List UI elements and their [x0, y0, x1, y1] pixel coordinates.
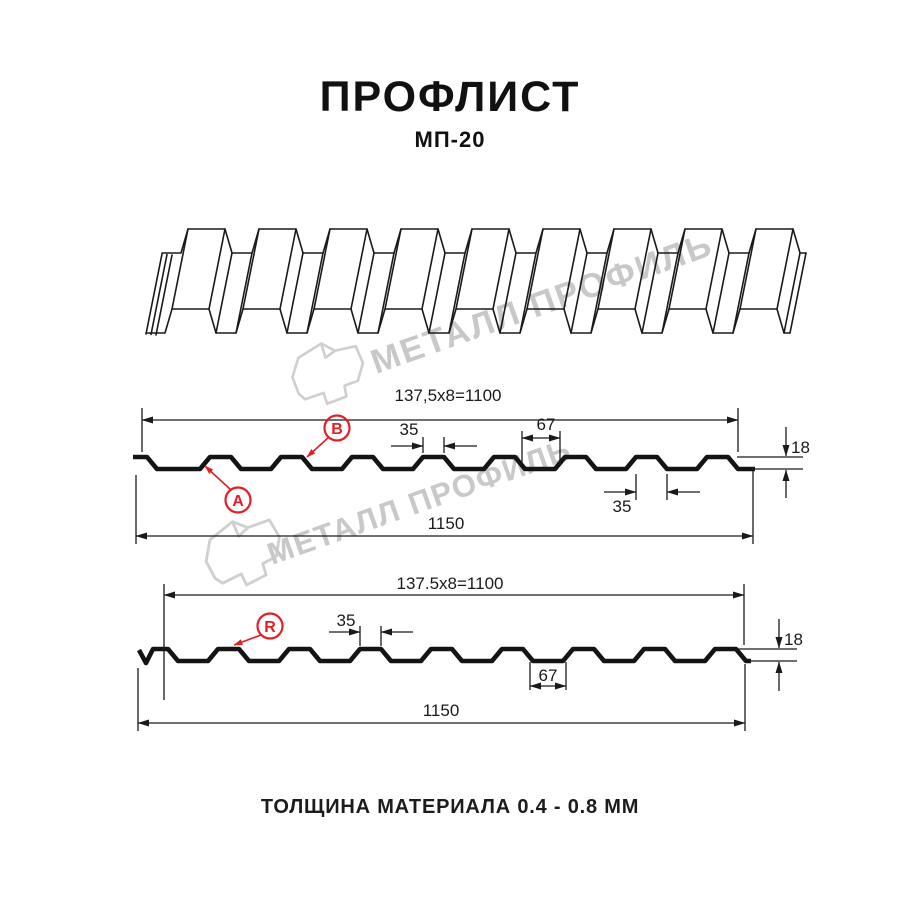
dim-height-r	[736, 619, 797, 691]
material-thickness-note: ТОЛЩИНА МАТЕРИАЛА 0.4 - 0.8 ММ	[260, 796, 640, 818]
dim-text-valley-r: 67	[539, 666, 558, 685]
label-r-text: R	[264, 619, 276, 636]
cross-section-ab: 137,5x8=1100 35 67 3	[133, 386, 810, 544]
profile-3d-view	[145, 228, 807, 336]
label-r: R	[233, 612, 284, 646]
dim-full-width-r	[137, 664, 746, 731]
watermark-brand-top: МЕТАЛЛ ПРОФИЛЬ	[366, 226, 718, 382]
dim-text-full-width-r: 1150	[423, 701, 460, 720]
dim-valley-r	[529, 662, 567, 690]
dim-working-width-r	[163, 584, 745, 700]
page-title: ПРОФЛИСТ	[319, 73, 581, 121]
dim-text-valley-bottom-ab: 35	[613, 497, 632, 516]
label-b: B	[306, 414, 351, 458]
label-a: A	[204, 465, 252, 514]
dim-height-ab	[737, 427, 803, 498]
dim-valley-bottom-ab	[604, 474, 700, 500]
label-a-text: A	[232, 493, 244, 510]
dim-text-full-width-ab: 1150	[428, 514, 465, 533]
dim-valley-ab	[521, 431, 561, 465]
watermark-brand-middle: МЕТАЛЛ ПРОФИЛЬ	[263, 432, 576, 572]
dim-full-width-ab	[135, 471, 754, 544]
label-b-text: B	[331, 421, 343, 438]
profile-outline-ab	[133, 454, 755, 472]
dim-text-height-ab: 18	[791, 438, 810, 457]
product-code: МП-20	[414, 127, 486, 152]
sheet-depth-lines	[171, 228, 807, 334]
sheet-front-edge	[145, 308, 791, 334]
dim-text-working-width-r: 137.5x8=1100	[397, 574, 504, 593]
dim-working-width-ab	[141, 408, 739, 452]
dim-text-working-width-ab: 137,5x8=1100	[395, 386, 502, 405]
profile-outline-r	[136, 646, 751, 666]
dim-rib-top-ab	[391, 437, 477, 453]
cross-section-r: 137.5x8=1100 35 67 1	[136, 574, 803, 731]
watermark-logo-top	[291, 342, 365, 406]
dim-text-valley-ab: 67	[537, 415, 556, 434]
dim-rib-top-r	[329, 626, 413, 646]
sheet-cut-edge	[145, 253, 173, 336]
dim-text-rib-top-ab: 35	[400, 420, 419, 439]
dim-text-rib-top-r: 35	[337, 611, 356, 630]
dim-text-height-r: 18	[784, 630, 803, 649]
sheet-back-edge	[161, 228, 807, 254]
